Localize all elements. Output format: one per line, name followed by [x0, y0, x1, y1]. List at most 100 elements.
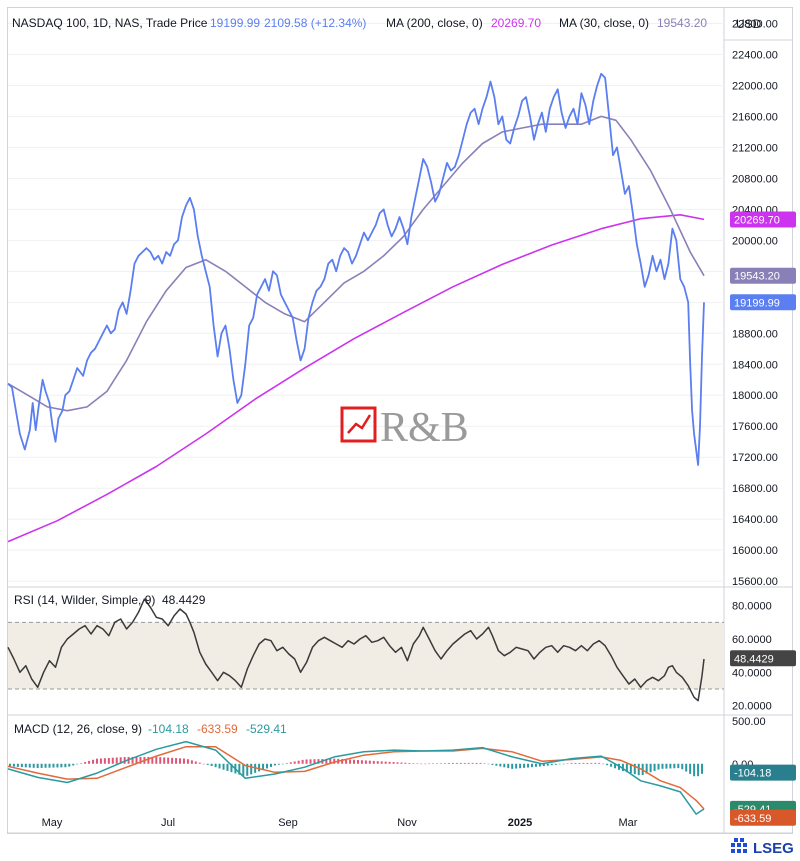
macd-histogram-bar [384, 761, 387, 764]
macd-histogram-bar [182, 758, 185, 764]
macd-histogram-bar [103, 758, 106, 764]
macd-tag-2-box [730, 809, 796, 826]
macd-histogram-bar [115, 757, 118, 764]
ma200-line [7, 214, 705, 543]
macd-histogram-bar [420, 763, 423, 765]
rsi-tick-label: 60.0000 [732, 634, 772, 646]
macd-histogram-bar [329, 758, 332, 764]
macd-histogram-bar [258, 763, 261, 772]
macd-histogram-bar [625, 763, 628, 773]
macd-histogram-bar [64, 763, 67, 768]
macd-value-2: -633.59 [197, 722, 238, 736]
macd-histogram-bar [657, 763, 660, 770]
macd-histogram-bar [633, 763, 636, 775]
macd-histogram-bar [503, 763, 506, 768]
time-tick-label: May [42, 817, 63, 829]
macd-histogram-bar [250, 763, 253, 775]
macd-value-1: -104.18 [148, 722, 189, 736]
macd-histogram-bar [345, 759, 348, 764]
macd-histogram-bar [610, 763, 613, 767]
macd-histogram-bar [135, 756, 138, 764]
time-tick-label: Sep [278, 817, 298, 829]
macd-tick-label: 500.00 [732, 716, 766, 728]
macd-histogram-bar [459, 762, 462, 764]
rsi-tick-label: 20.0000 [732, 701, 772, 713]
rsi-panel-series [7, 598, 705, 702]
macd-histogram-bar [447, 763, 450, 764]
macd-histogram-bar [269, 763, 272, 767]
macd-histogram-bar [570, 762, 573, 764]
macd-histogram-bar [48, 763, 51, 768]
ma30-label: MA (30, close, 0) [559, 16, 649, 30]
macd-histogram-bar [590, 762, 593, 764]
ma200-value: 20269.70 [491, 16, 541, 30]
watermark-text: R&B [380, 405, 469, 451]
rsi-label: RSI (14, Wilder, Simple, 9) [14, 593, 155, 607]
time-tick-label: 2025 [508, 817, 532, 829]
watermark: R&B [340, 405, 469, 451]
macd-histogram-bar [40, 763, 43, 768]
panel-frame [7, 7, 793, 834]
macd-histogram-bar [578, 762, 581, 764]
price-tick-label: 21200.00 [732, 142, 778, 154]
macd-histogram-bar [653, 763, 656, 771]
macd-histogram-bar [574, 762, 577, 764]
macd-histogram-bar [408, 762, 411, 764]
macd-histogram-bar [72, 763, 75, 766]
rsi-value: 48.4429 [162, 593, 206, 607]
macd-histogram-bar [16, 763, 19, 767]
macd-histogram-bar [246, 763, 249, 776]
macd-histogram-bar [534, 763, 537, 767]
macd-histogram-bar [598, 762, 601, 764]
macd-histogram-bar [530, 763, 533, 768]
macd-histogram-bar [167, 757, 170, 764]
macd-histogram-bar [483, 763, 486, 764]
macd-histogram-bar [455, 762, 458, 764]
macd-histogram-bar [701, 763, 704, 774]
macd-histogram-bar [28, 763, 31, 768]
price-panel-series [7, 72, 705, 543]
macd-histogram-bar [293, 761, 296, 764]
price-tick-label: 20800.00 [732, 173, 778, 185]
price-tag-box [730, 294, 796, 311]
ma200-tag-text: 20269.70 [734, 214, 780, 226]
price-tick-label: 16800.00 [732, 483, 778, 495]
macd-histogram-bar [396, 762, 399, 764]
macd-histogram-bar [68, 763, 71, 767]
ma30-tag-text: 19543.20 [734, 271, 780, 283]
macd-histogram-bar [606, 763, 609, 766]
macd-histogram-bar [471, 762, 474, 764]
macd-tag-2-text: -633.59 [734, 813, 771, 825]
grid-lines [8, 22, 724, 582]
macd-histogram-bar [52, 763, 55, 768]
lseg-text: LSEG [753, 840, 794, 857]
macd-histogram-bar [24, 763, 27, 768]
macd-panel-series [7, 740, 705, 815]
macd-histogram-bar [677, 763, 680, 769]
macd-tag-1-text: -104.18 [734, 768, 771, 780]
macd-histogram-bar [206, 763, 209, 765]
macd-histogram-bar [171, 757, 174, 764]
rsi-line [7, 598, 705, 702]
price-tick-label: 17600.00 [732, 421, 778, 433]
macd-histogram-bar [285, 763, 288, 764]
macd-histogram-bar [210, 763, 213, 767]
price-change: 2109.58 (+12.34%) [264, 16, 366, 30]
macd-histogram-bar [487, 763, 490, 765]
macd-histogram-bar [80, 763, 83, 764]
macd-histogram-bar [305, 759, 308, 764]
macd-histogram-bar [139, 756, 142, 764]
macd-histogram-bar [8, 763, 11, 767]
macd-histogram-bar [353, 759, 356, 764]
macd-histogram-bar [507, 763, 510, 769]
macd-histogram-bar [238, 763, 241, 775]
macd-histogram-bar [123, 757, 126, 764]
currency-label[interactable]: USD [736, 17, 762, 31]
macd-histogram-bar [95, 758, 98, 764]
price-tick-label: 18000.00 [732, 390, 778, 402]
macd-histogram-bar [511, 763, 514, 769]
macd-histogram-bar [325, 758, 328, 764]
macd-histogram-bar [519, 763, 522, 769]
ma200-tag-box [730, 211, 796, 228]
macd-histogram-bar [436, 763, 439, 764]
